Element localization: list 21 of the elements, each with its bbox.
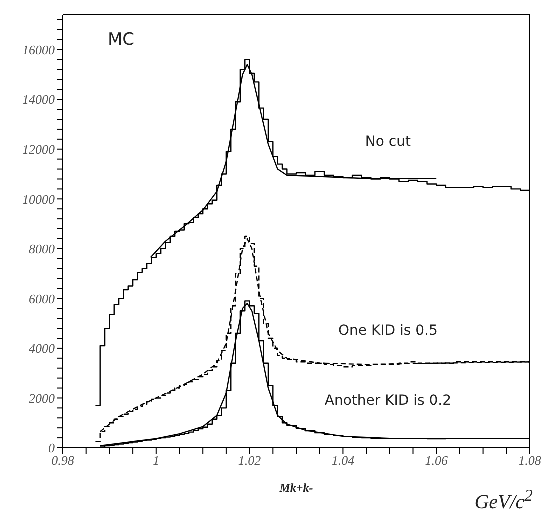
text: GeV/c$^{2}$ bbox=[474, 486, 533, 515]
x-tick-label: 1.02 bbox=[238, 453, 262, 468]
y-tick-label: 8000 bbox=[29, 242, 56, 257]
x-tick-label: 1.08 bbox=[518, 453, 542, 468]
y-tick-label: 14000 bbox=[22, 92, 56, 108]
y-tick-label: 6000 bbox=[29, 291, 56, 306]
y-tick-label: 16000 bbox=[22, 42, 56, 58]
series-label: One KID is 0.5 bbox=[338, 323, 438, 340]
x-tick-label: 0.98 bbox=[52, 453, 75, 468]
y-tick-label: 0 bbox=[48, 440, 56, 456]
annotation: MC bbox=[108, 30, 135, 50]
y-tick-label: 4000 bbox=[29, 341, 56, 356]
y-tick-label: 10000 bbox=[22, 192, 56, 207]
x-tick-label: 1 bbox=[153, 453, 160, 468]
series-label: Another KID is 0.2 bbox=[324, 392, 452, 409]
x-tick-label: 1.06 bbox=[425, 453, 448, 468]
series-label: No cut bbox=[365, 134, 412, 150]
y-tick-label: 12000 bbox=[22, 142, 56, 157]
x-tick-label: 1.04 bbox=[332, 453, 356, 468]
x-axis-title: Mk+k- bbox=[278, 481, 314, 495]
y-tick-label: 2000 bbox=[29, 390, 56, 406]
